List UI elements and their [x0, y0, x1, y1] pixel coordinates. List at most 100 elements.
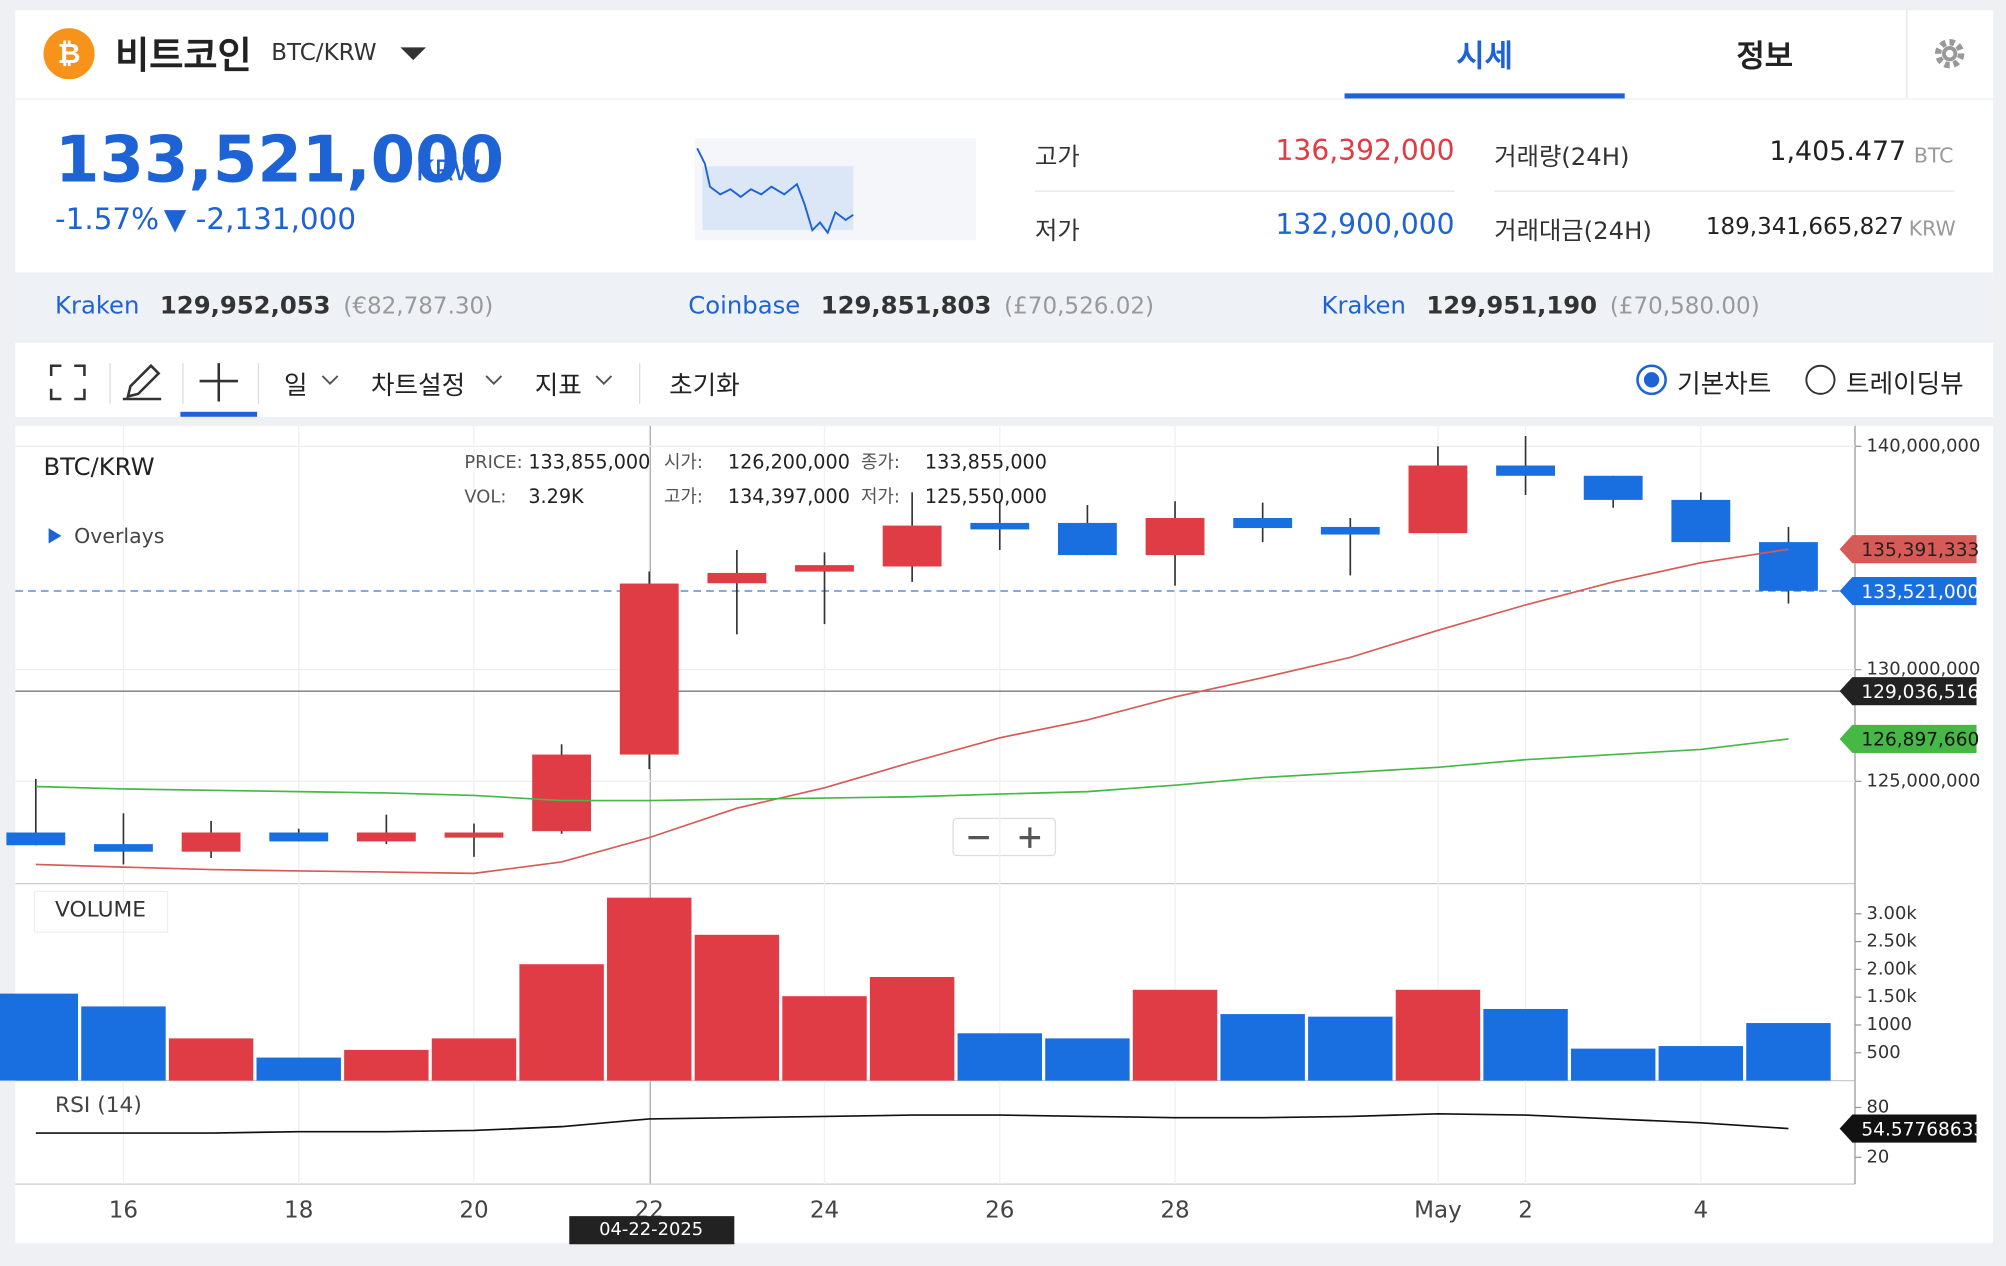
separator	[1034, 190, 1455, 192]
volume-bar	[344, 1049, 429, 1081]
change: ▼ -2,131,000	[163, 203, 357, 237]
candle-body	[356, 832, 416, 842]
tooltip-value: 125,550,000	[925, 485, 1047, 508]
x-tick-label: 28	[1160, 1198, 1189, 1224]
y-tick-label: 500	[1866, 1042, 1900, 1063]
exchange-price: 129,952,053	[159, 291, 331, 320]
volume-bar	[957, 1033, 1042, 1081]
date-tag-label: 04-22-2025	[599, 1219, 703, 1240]
volume-bar	[869, 977, 955, 1081]
candle-body	[1583, 475, 1643, 500]
overlays: Overlays	[74, 524, 164, 548]
y-tick-label: 20	[1866, 1146, 1889, 1167]
tooltip-value: 3.29K	[528, 485, 584, 508]
amount-unit: KRW	[1908, 216, 1956, 241]
rsi-label: RSI (14)	[55, 1093, 142, 1118]
x-tick-label: 26	[985, 1198, 1014, 1224]
change-rate: -1.57%	[55, 203, 160, 237]
toolbar	[15, 342, 1994, 417]
price: 133,521,000	[55, 122, 505, 197]
exchange-fx: (€82,787.30)	[343, 292, 494, 320]
ma-tag	[1839, 724, 1977, 754]
high: 136,392,000	[1275, 135, 1455, 168]
x-tick-label: 18	[284, 1198, 313, 1224]
x-tick-label: May	[1414, 1198, 1462, 1224]
menu[interactable]: 지표	[534, 369, 582, 401]
tooltip-key: PRICE:	[464, 452, 522, 473]
volume-bar	[0, 993, 79, 1081]
crosshair-tag-label: 129,036,516	[1861, 682, 1979, 703]
candle-body	[6, 832, 66, 846]
volume-bar	[607, 897, 692, 1081]
candle-body	[1671, 499, 1731, 543]
volume-bar	[1570, 1048, 1656, 1081]
coin-icon: ₿	[43, 28, 95, 80]
exchange-price: 129,951,190	[1426, 291, 1598, 320]
volume-bar	[1395, 989, 1481, 1081]
candle-body	[707, 572, 767, 584]
tooltip-key: 종가:	[861, 452, 900, 473]
amount: 189,341,665,827	[1705, 213, 1904, 241]
volume-label: VOLUME	[55, 898, 146, 923]
sparkline	[694, 138, 977, 241]
tab[interactable]: 시세	[1456, 38, 1513, 75]
candle-body	[619, 583, 679, 755]
line	[35, 1113, 1789, 1134]
tooltip-key: VOL:	[464, 486, 506, 507]
dropdown[interactable]	[399, 45, 427, 63]
mode[interactable]: 기본차트	[1677, 368, 1772, 399]
reset[interactable]: 초기화	[669, 369, 740, 401]
volume: 1,405.477	[1769, 135, 1907, 167]
ma-tag	[1839, 535, 1977, 564]
volume-bar	[81, 1006, 166, 1081]
exchange-name: Kraken	[55, 291, 140, 320]
volume-bar	[1045, 1038, 1130, 1081]
candle-body	[181, 832, 241, 852]
candle-body	[970, 522, 1030, 530]
tooltip-value: 126,200,000	[728, 450, 850, 473]
exchange-price: 129,851,803	[820, 291, 992, 320]
rsi-tag-label: 54.57768633	[1861, 1119, 1985, 1140]
separator	[1906, 10, 1908, 99]
tab[interactable]: 정보	[1736, 38, 1794, 75]
mode[interactable]: 트레이딩뷰	[1846, 368, 1964, 399]
ticker-panel	[15, 99, 1994, 273]
y-tick-label: 125,000,000	[1866, 770, 1980, 791]
tooltip-value: 134,397,000	[728, 485, 850, 508]
amount-label: 거래대금(24H)	[1494, 217, 1652, 246]
y-tick-label: 140,000,000	[1866, 435, 1980, 456]
x-tick-label: 16	[109, 1198, 138, 1224]
tooltip-key: 고가:	[664, 486, 703, 507]
ma-tag-label: 126,897,660	[1861, 730, 1979, 751]
volume-bar	[694, 934, 780, 1081]
volume-unit: BTC	[1913, 143, 1954, 168]
last-price-tag-label: 133,521,000	[1861, 582, 1979, 603]
low: 132,900,000	[1275, 209, 1455, 242]
crosshair-tag	[1839, 677, 1977, 706]
y-tick-label: 2.00k	[1866, 958, 1917, 979]
candle-body	[1145, 518, 1205, 556]
volume-bar	[1220, 1014, 1305, 1081]
coin-name: 비트코인	[115, 33, 252, 77]
radio-on[interactable]	[1635, 363, 1671, 399]
toolbar-icons	[49, 363, 641, 417]
volume-bar	[1658, 1046, 1744, 1081]
separator	[1494, 190, 1955, 192]
menu[interactable]: 차트설정	[370, 369, 466, 401]
volume-bar	[1132, 989, 1218, 1081]
rsi-tag	[1839, 1114, 1977, 1143]
tab-underline	[1344, 93, 1625, 99]
high-label: 고가	[1034, 143, 1080, 172]
volume-bar	[1483, 1008, 1568, 1081]
menu[interactable]: 일	[284, 369, 308, 401]
pair: BTC/KRW	[271, 39, 377, 67]
y-tick-label: 130,000,000	[1866, 659, 1980, 680]
settings[interactable]	[1933, 37, 1966, 70]
x-tick-label: 20	[459, 1198, 488, 1224]
candle-body	[1320, 526, 1380, 535]
exchange-name: Coinbase	[688, 291, 801, 320]
radio-off[interactable]	[1804, 363, 1840, 399]
volume-bar	[168, 1038, 254, 1081]
